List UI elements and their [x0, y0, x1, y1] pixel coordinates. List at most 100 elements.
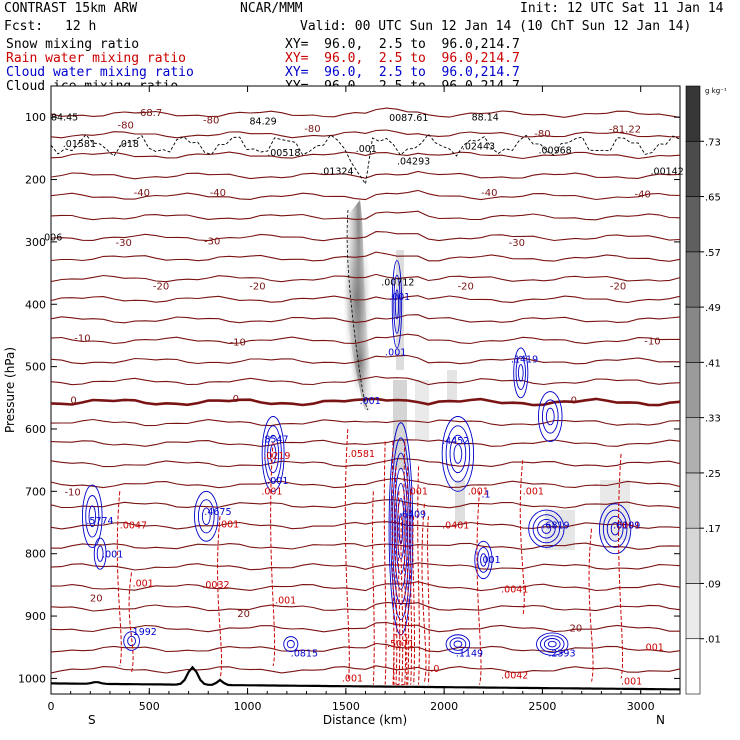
colorbar-tick-label: .25: [705, 469, 721, 480]
cloud-water-max-label: .1992: [130, 627, 157, 638]
colorbar-tick-label: .17: [705, 524, 721, 535]
colorbar-tick-label: .41: [705, 358, 721, 369]
temperature-isoline: [51, 151, 680, 160]
cloud-water-max-label: .5774: [86, 516, 113, 527]
snow-max-label: .018: [118, 139, 139, 150]
cloud-water-contour: [515, 355, 526, 390]
rain-contour: [417, 466, 420, 685]
rain-contour: [372, 491, 375, 685]
temperature-contour-label: -81.22: [609, 124, 641, 135]
colorbar-tick-label: .65: [705, 193, 721, 204]
cloud-water-max-label: .001: [480, 555, 501, 566]
rain-contour: [476, 491, 482, 685]
cloud-water-max-label: .1: [481, 490, 490, 501]
temperature-contour-label: -40: [481, 188, 497, 199]
snow-max-label: 88.14: [472, 112, 499, 123]
snow-max-label: .01581: [63, 139, 96, 150]
snow-max-label: .01324: [320, 167, 353, 178]
rain-max-labels: .0219.0581.0047.001.001.001.001.001.001.…: [120, 449, 664, 688]
temperature-contour-label: 0: [233, 394, 239, 405]
temperature-contour-label: -68.7: [136, 108, 162, 119]
temperature-contour-label: -10: [230, 338, 246, 349]
cloud-water-max-label: .6819: [542, 521, 569, 532]
temperature-contour-label: -40: [634, 189, 650, 200]
snow-max-label: 84.29: [250, 117, 277, 128]
temperature-isoline: [51, 129, 680, 139]
cloud-water-max-label: .1149: [456, 649, 483, 660]
cloud-water-contour: [197, 499, 215, 534]
temperature-isoline: [51, 439, 680, 447]
colorbar-segment: [685, 306, 701, 363]
y-tick-label: 700: [25, 485, 46, 498]
temperature-isoline: [51, 354, 680, 365]
cloud-water-contour: [513, 347, 529, 399]
temperature-isoline: [51, 642, 680, 653]
cloud-water-contour: [88, 505, 97, 528]
cloud-water-contour: [606, 515, 624, 542]
x-tick-label: 1000: [234, 700, 262, 713]
rain-max-label: .0042: [501, 670, 528, 681]
cloud-water-max-label: .0815: [291, 649, 318, 660]
cloud-water-contour: [536, 632, 569, 656]
cloud-water-contour: [393, 467, 409, 590]
snow-max-label: .00142: [651, 167, 684, 178]
cloud-water-contour: [267, 434, 280, 474]
cloud-water-contour: [85, 495, 100, 538]
cloud-water-contour: [449, 434, 467, 474]
temperature-isoline: [51, 314, 680, 324]
temperature-contour-label: 20: [569, 623, 582, 634]
colorbar-tick-label: .49: [705, 303, 721, 314]
rain-max-label: .001: [643, 642, 664, 653]
field-cloudwater-xy: XY= 96.0, 2.5 to 96.0,214.7: [285, 65, 520, 80]
x-end-label-right: N: [656, 713, 665, 727]
temperature-isoline: [51, 189, 680, 201]
rain-max-label: .001: [407, 486, 428, 497]
cloud-water-contours: [81, 260, 632, 656]
colorbar-segment: [685, 527, 701, 584]
temperature-contour-label: -20: [153, 282, 169, 293]
cloud-water-contour: [541, 523, 552, 534]
temperature-isoline: [51, 231, 680, 242]
cloud-water-contour: [393, 274, 401, 334]
temperature-isoline: [51, 521, 680, 530]
temperature-isoline: [51, 621, 680, 633]
rain-contour: [409, 491, 413, 685]
header-center: NCAR/MMM: [240, 1, 303, 16]
temperature-contour-label: 20: [90, 593, 103, 604]
rain-contour: [383, 441, 387, 685]
y-axis-label: Pressure (hPa): [3, 347, 17, 433]
colorbar-segment: [685, 638, 701, 695]
cloud-water-contour: [539, 635, 565, 653]
x-tick-label: 2500: [528, 700, 556, 713]
cloud-water-contour: [283, 636, 299, 653]
temperature-isoline: [51, 170, 680, 180]
rain-max-label: .0041: [501, 584, 528, 595]
temperature-contour-label: -40: [210, 188, 226, 199]
colorbar-unit: g kg⁻¹: [705, 87, 727, 95]
temperature-isoline: [51, 295, 680, 304]
field-rain-xy: XY= 96.0, 2.5 to 96.0,214.7: [285, 51, 520, 66]
colorbar-segment: [685, 251, 701, 308]
temperature-contour-label: -40: [134, 188, 150, 199]
cloud-water-contour: [201, 507, 211, 526]
cloud-water-max-label: .001: [267, 476, 288, 487]
x-tick-label: 500: [139, 700, 160, 713]
rain-max-label: .0401: [442, 521, 469, 532]
temperature-isoline: [51, 273, 680, 283]
temperature-contour-label: 20: [237, 609, 250, 620]
x-tick-label: 0: [48, 700, 55, 713]
field-cloudwater-name: Cloud water mixing ratio: [6, 65, 194, 80]
snow-plume-contour: [346, 209, 369, 411]
snow-max-label: 0087.61: [389, 113, 428, 124]
cloud-water-max-label: .001: [389, 292, 410, 303]
rain-contour: [427, 516, 430, 685]
rain-contour: [400, 516, 404, 685]
temperature-contour-label: -80: [118, 121, 134, 132]
rain-contour: [618, 453, 624, 679]
snow-max-label: .001: [356, 144, 377, 155]
cloud-water-contour: [477, 547, 490, 573]
rain-max-label: .001: [468, 486, 489, 497]
temperature-isoline: [51, 562, 680, 571]
